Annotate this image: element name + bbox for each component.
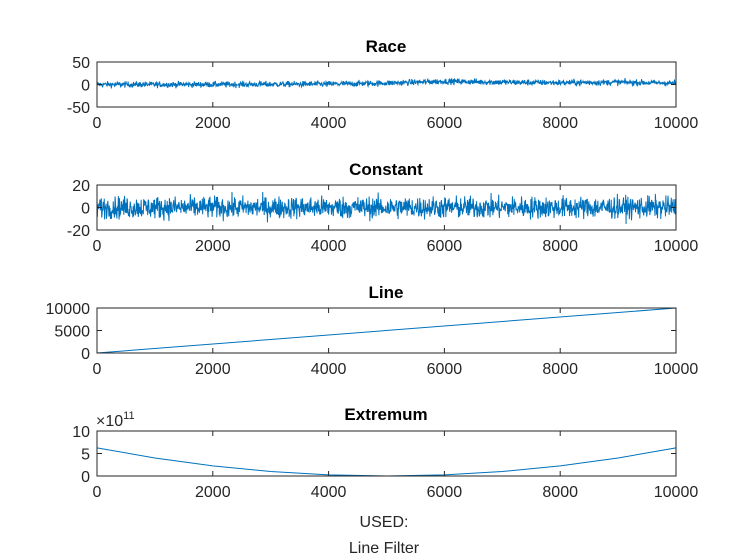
x-tick-label: 2000	[195, 115, 231, 132]
x-tick-label: 6000	[427, 238, 463, 255]
subplot-extremum: Extremum ×1011 0 2000 4000 6000 8000 10000 0 5 1…	[72, 405, 698, 501]
x-tick-label: 6000	[427, 115, 463, 132]
y-tick-label: 0	[81, 201, 90, 218]
subplot-line: Line 0 2000 4000 6000 8000 10000 0 5000 10000	[46, 283, 699, 378]
x-tick-label: 4000	[311, 115, 347, 132]
x-tick-label: 8000	[542, 484, 578, 501]
x-tick-label: 10000	[654, 238, 699, 255]
x-tick-label: 2000	[195, 361, 231, 378]
y-tick-label: 5	[81, 447, 90, 464]
xlabel-line-1: USED:	[360, 514, 409, 531]
y-tick-label: 5000	[54, 324, 90, 341]
series-line	[96, 78, 677, 89]
y-tick-label: 10	[72, 424, 90, 441]
title-extremum: Extremum	[344, 405, 427, 424]
x-tick-label: 0	[93, 238, 102, 255]
x-tick-label: 10000	[654, 361, 699, 378]
y-exponent-power: 11	[123, 410, 134, 422]
x-tick-label: 6000	[427, 484, 463, 501]
x-tick-label: 2000	[195, 238, 231, 255]
axes-frame	[96, 430, 677, 477]
x-tick-label: 8000	[542, 361, 578, 378]
x-tick-label: 4000	[311, 361, 347, 378]
series-line	[96, 447, 677, 477]
y-exponent-label: ×1011	[96, 410, 135, 430]
y-tick-label: -50	[67, 100, 90, 117]
y-tick-label: 10000	[46, 301, 91, 318]
y-tick-label: 50	[72, 55, 90, 72]
x-tick-label: 8000	[542, 238, 578, 255]
x-tick-label: 0	[93, 484, 102, 501]
x-tick-label: 4000	[311, 484, 347, 501]
title-line: Line	[369, 283, 404, 302]
title-race: Race	[366, 37, 407, 56]
y-tick-label: 0	[81, 469, 90, 486]
y-tick-label: 0	[81, 346, 90, 363]
x-tick-label: 4000	[311, 238, 347, 255]
x-tick-label: 0	[93, 115, 102, 132]
x-tick-label: 2000	[195, 484, 231, 501]
x-tick-label: 6000	[427, 361, 463, 378]
x-tick-label: 8000	[542, 115, 578, 132]
title-constant: Constant	[349, 160, 423, 179]
y-tick-label: 0	[81, 78, 90, 95]
y-tick-label: -20	[67, 223, 90, 240]
x-tick-label: 0	[93, 361, 102, 378]
series-line	[96, 191, 677, 225]
x-tick-label: 10000	[654, 484, 699, 501]
x-tick-label: 10000	[654, 115, 699, 132]
xlabel-line-2: Line Filter	[349, 540, 420, 557]
y-tick-label: 20	[72, 178, 90, 195]
